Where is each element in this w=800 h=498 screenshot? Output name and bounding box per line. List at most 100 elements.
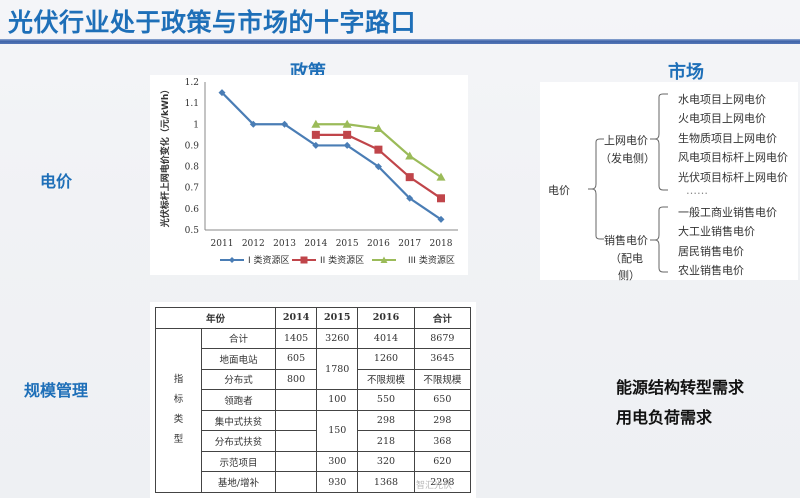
table-row: 分布式扶贫 218 368 [156,430,472,452]
x-tick-label: 2013 [273,239,296,249]
cell-2014 [274,389,318,411]
header-2016: 2016 [357,307,415,329]
branch-sub-sales-2: 侧） [618,269,640,282]
section-label-price: 电价 [40,172,73,191]
row-name: 集中式扶贫 [201,409,276,432]
cell-total: 368 [413,430,472,452]
group-label-char: 型 [173,434,184,446]
triangle-marker [373,124,383,133]
cell-2016: 298 [357,409,415,432]
cell-2015: 930 [316,471,359,493]
branch-sub-feedin: （发电侧） [600,152,655,165]
square-marker [405,173,414,182]
cell-2014 [274,471,318,493]
sales-item: 一般工商业销售电价 [678,206,777,219]
row-name: 地面电站 [201,348,276,370]
cell-2015: 100 [316,389,359,411]
branch-sub-sales-1: （配电 [610,252,643,265]
diamond-marker [437,215,445,223]
group-label-char: 标 [173,394,184,406]
y-tick-label: 0.7 [185,184,200,194]
cell-2016: 不限规模 [357,368,415,391]
scale-quota-table: 年份 2014 2015 2016 合计 指 标 类 型 合计 1405 326… [155,307,472,494]
scale-quota-table-container: 年份 2014 2015 2016 合计 指 标 类 型 合计 1405 326… [150,302,476,498]
cell-total: 2298 [413,471,472,493]
cell-2014: 800 [274,368,318,391]
feedin-ellipsis: …… [686,184,708,197]
cell-2016: 4014 [357,327,415,350]
table-row: 领跑者 100 550 650 [156,389,472,411]
triangle-marker [436,172,446,181]
table-row: 集中式扶贫 150 298 298 [156,409,472,452]
legend-diamond-icon [229,257,235,263]
header-2014: 2014 [274,307,318,329]
sales-item: 农业销售电价 [678,264,744,277]
feedin-item: 风电项目标杆上网电价 [678,151,788,164]
row-name: 基地/增补 [201,471,276,493]
cell-total: 3645 [413,348,472,370]
feedin-item: 生物质项目上网电价 [678,132,777,145]
diamond-marker [343,141,351,149]
diamond-marker [406,194,414,202]
watermark-text: 智汇光伏 [416,481,453,491]
feedin-item: 火电项目上网电价 [678,112,766,125]
tree-brackets [588,93,668,273]
slide-title: 光伏行业处于政策与市场的十字路口 [8,8,417,37]
cell-2014 [274,450,318,473]
market-root-label: 电价 [548,184,570,197]
table-row: 地面电站 605 1780 1260 3645 [156,348,472,391]
y-tick-label: 1 [193,120,199,130]
y-tick-label: 0.9 [185,141,200,151]
cell-2015-merged: 1780 [316,348,359,391]
series-line [221,91,442,221]
triangle-marker [405,151,415,160]
market-title: 市场 [668,62,704,83]
square-marker [311,130,320,139]
table-row: 分布式 800 不限规模 不限规模 [156,368,472,391]
cell-2014: 605 [274,348,318,370]
legend-square-icon [300,256,308,264]
cell-2014 [274,430,318,452]
need-load-demand: 用电负荷需求 [616,408,713,427]
table-row: 示范项目 300 320 620 [156,450,472,473]
square-marker [374,145,383,154]
row-name: 领跑者 [201,389,276,411]
diamond-marker [281,120,289,128]
group-label-char: 类 [173,414,184,426]
table-row: 指 标 类 型 合计 1405 3260 4014 8679 [155,327,472,494]
square-marker [437,194,445,203]
legend-label: II 类资源区 [320,254,364,266]
cell-2014: 1405 [274,327,318,350]
y-axis-title: 光伏标杆上网电价变化（元/kWh） [159,85,171,229]
y-tick-label: 1.1 [185,99,199,109]
cell-total: 298 [413,409,472,432]
cell-total: 不限规模 [413,368,472,391]
branch-label-feedin: 上网电价 [604,134,648,147]
legend-label: I 类资源区 [248,254,290,266]
feedin-item: 水电项目上网电价 [678,93,766,106]
x-tick-label: 2017 [398,239,421,249]
row-name: 合计 [201,327,276,350]
sales-item: 居民销售电价 [678,245,744,258]
cell-2016: 218 [357,430,415,452]
header-2015: 2015 [316,307,359,329]
cell-2016: 1368 [357,471,415,493]
x-tick-label: 2012 [242,239,265,249]
diamond-marker [312,141,320,149]
legend-label: III 类资源区 [408,254,455,266]
sales-item: 大工业销售电价 [678,225,755,238]
cell-2014 [274,409,318,432]
y-tick-label: 0.6 [185,205,200,215]
table-row: 基地/增补 930 1368 2298 [156,471,472,493]
diamond-marker [218,89,226,97]
cell-2016: 550 [357,389,415,411]
legend-triangle-icon [380,256,388,263]
diamond-marker [249,120,257,128]
row-name: 分布式 [201,368,276,391]
chart-canvas: 0.5 0.6 0.7 0.8 0.9 1 1.1 1.2 2011 2012 2013 2014 20… [159,78,458,266]
cell-2016: 320 [357,450,415,473]
square-marker [343,130,352,139]
group-label-cell: 指 标 类 型 [155,327,202,494]
need-energy-transition: 能源结构转型需求 [616,378,745,397]
group-label-char: 指 [173,374,184,386]
